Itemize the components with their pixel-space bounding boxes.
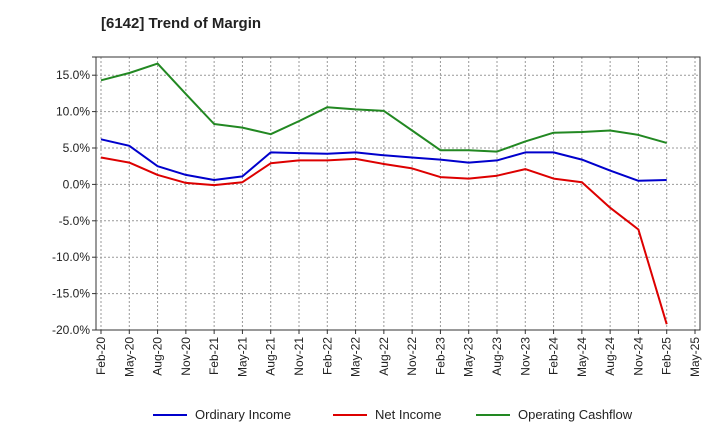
- x-tick-label: Nov-24: [631, 337, 645, 376]
- chart-title: [6142] Trend of Margin: [101, 15, 262, 32]
- x-tick-label: May-24: [575, 337, 589, 377]
- x-tick-label: Nov-20: [179, 337, 193, 376]
- y-tick-label: 0.0%: [63, 177, 91, 191]
- y-tick-label: -5.0%: [59, 214, 91, 228]
- net-income-legend-label: Net Income: [375, 407, 441, 422]
- x-tick-label: May-22: [349, 337, 363, 377]
- x-tick-label: Feb-21: [207, 337, 221, 375]
- y-tick-label: 10.0%: [56, 105, 90, 119]
- axes: 15.0% 10.0% 5.0% 0.0% -5.0% -10.0% -15.0% -20.0…: [52, 56, 702, 377]
- x-tick-label: Aug-22: [377, 337, 391, 376]
- x-tick-label: Aug-24: [603, 337, 617, 376]
- operating-cashflow-line: [100, 62, 667, 153]
- x-tick-label: Nov-21: [292, 337, 306, 376]
- legend: Ordinary Income Net Income Operating Cashf…: [153, 407, 633, 422]
- y-tick-label: 15.0%: [56, 68, 90, 82]
- plot-border: [95, 56, 701, 331]
- x-tick-label: Aug-20: [151, 337, 165, 376]
- x-tick-label: May-21: [235, 337, 249, 377]
- y-tick-label: -10.0%: [52, 250, 90, 264]
- x-tick-label: Feb-25: [660, 337, 674, 375]
- x-tick-label: May-25: [688, 337, 702, 377]
- x-tick-label: Nov-23: [518, 337, 532, 376]
- series-lines: [100, 62, 668, 325]
- grid-lines: [96, 56, 700, 331]
- x-tick-label: Feb-23: [433, 337, 447, 375]
- x-tick-label: Feb-24: [547, 337, 561, 375]
- y-tick-label: -15.0%: [52, 287, 90, 301]
- y-tick-label: 5.0%: [63, 141, 91, 155]
- x-tick-label: Feb-20: [94, 337, 108, 375]
- ordinary-income-legend-label: Ordinary Income: [195, 407, 291, 422]
- y-tick-label: -20.0%: [52, 323, 90, 337]
- operating-cashflow-legend-label: Operating Cashflow: [518, 407, 633, 422]
- plot-area: [96, 57, 700, 330]
- x-tick-label: Nov-22: [405, 337, 419, 376]
- x-tick-label: Aug-23: [490, 337, 504, 376]
- x-tick-label: May-23: [462, 337, 476, 377]
- x-tick-label: May-20: [122, 337, 136, 377]
- net-income-line: [100, 156, 668, 325]
- x-tick-label: Aug-21: [264, 337, 278, 376]
- x-tick-label: Feb-22: [320, 337, 334, 375]
- ordinary-income-line: [100, 138, 667, 182]
